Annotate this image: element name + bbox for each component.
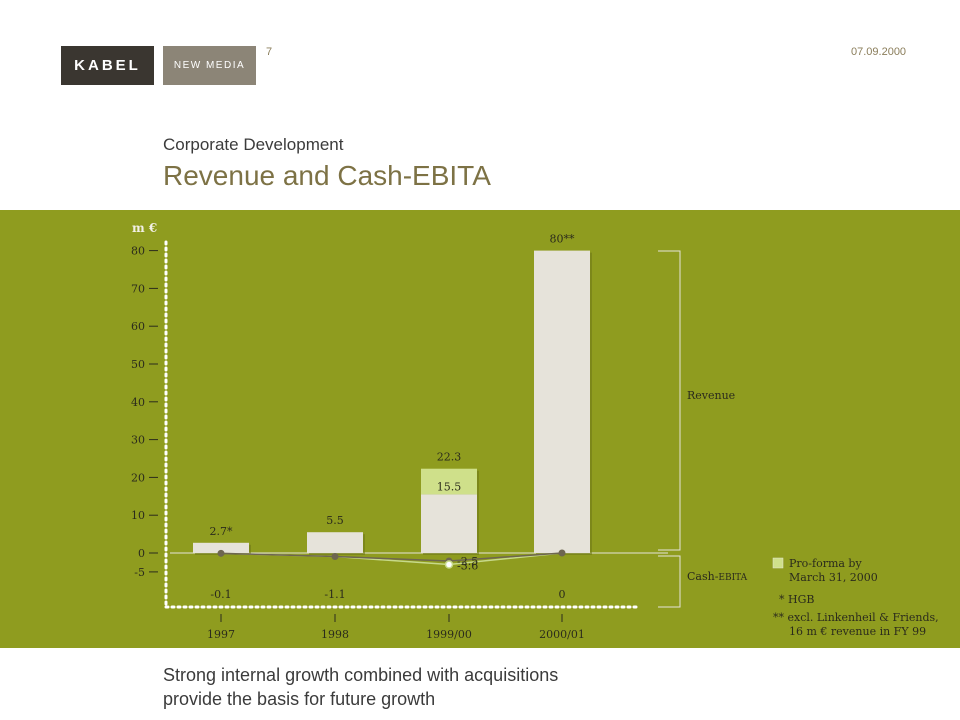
- kabel-logo: KABEL: [61, 46, 154, 85]
- x-category-label: 2000/01: [539, 628, 585, 641]
- ebita-proforma-point: [444, 560, 454, 569]
- legend-note-hgb: * HGB: [779, 593, 814, 606]
- new-media-logo: NEW MEDIA: [163, 46, 256, 85]
- bar-revenue: [534, 250, 590, 553]
- bar-value-label: 80**: [550, 233, 575, 246]
- ebita-proforma-label: -3.6: [457, 560, 478, 573]
- ebita-value-label: -2.5: [457, 555, 478, 568]
- y-tick-label: 20: [131, 471, 145, 484]
- bar-value-label: 2.7*: [210, 525, 233, 538]
- ebita-value-label: -1.1: [324, 588, 345, 601]
- page-subtitle: Corporate Development: [163, 135, 344, 154]
- y-tick-label: 10: [131, 509, 145, 522]
- revenue-ebita-chart: m € 80 70 60 50 40 30 20 10 0 -5 2.7* 1997 5.5 1998 22.…: [131, 221, 939, 641]
- ebita-point: [217, 549, 225, 557]
- cash-ebita-label-small: EBITA: [718, 573, 747, 583]
- ebita-line: [220, 552, 563, 562]
- bar-revenue: [421, 494, 477, 553]
- y-tick-label: 60: [131, 320, 145, 333]
- y-tick-label: -5: [134, 566, 145, 579]
- ebita-value-label: 0: [559, 588, 566, 601]
- bar-value-label: 15.5: [437, 480, 462, 493]
- legend-proforma-line-2: March 31, 2000: [789, 571, 878, 584]
- y-tick-label: 0: [138, 547, 145, 560]
- x-category-label: 1997: [207, 628, 235, 641]
- legend-proforma-swatch: [772, 557, 784, 569]
- y-tick-label: 30: [131, 434, 145, 447]
- footer-text: Strong internal growth combined with acq…: [163, 663, 558, 711]
- ebita-value-label: -0.1: [210, 588, 231, 601]
- footer-line-1: Strong internal growth combined with acq…: [163, 665, 559, 685]
- cash-ebita-bracket-label: Cash-EBITA: [687, 570, 748, 583]
- bar-revenue: [193, 542, 249, 553]
- bar-proforma-label: 22.3: [437, 451, 462, 464]
- footer-line-2: provide the basis for future growth: [163, 689, 436, 709]
- y-tick-label: 70: [131, 282, 145, 295]
- cash-ebita-label-main: Cash-: [687, 570, 719, 583]
- y-unit-label: m €: [132, 221, 157, 235]
- date: 07.09.2000: [851, 46, 907, 58]
- legend-proforma-line-1: Pro-forma by: [789, 557, 862, 570]
- x-category-label: 1999/00: [426, 628, 472, 641]
- ebita-point: [331, 553, 339, 561]
- revenue-bracket: [658, 250, 681, 551]
- page-number: 7: [266, 46, 273, 58]
- legend-note-linkenheil-1: ** excl. Linkenheil & Friends,: [773, 611, 939, 624]
- page-title: Revenue and Cash-EBITA: [163, 160, 491, 191]
- bar-value-label: 5.5: [326, 514, 344, 527]
- bar-revenue: [307, 532, 363, 553]
- y-tick-label: 50: [131, 358, 145, 371]
- bar-proforma: [421, 468, 477, 495]
- y-tick-label: 40: [131, 396, 145, 409]
- chart-background-band: [0, 210, 960, 648]
- cash-ebita-bracket: [658, 555, 681, 608]
- y-tick-label: 80: [131, 245, 145, 258]
- legend-note-linkenheil-2: 16 m € revenue in FY 99: [789, 625, 926, 638]
- revenue-bracket-label: Revenue: [687, 389, 735, 402]
- x-category-label: 1998: [321, 628, 349, 641]
- ebita-point: [558, 549, 566, 557]
